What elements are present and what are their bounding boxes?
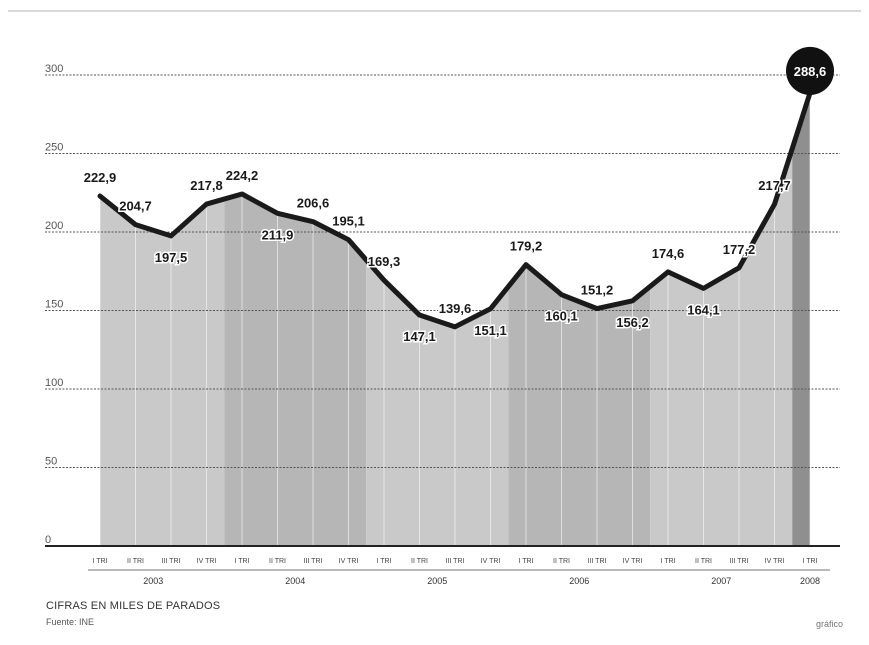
quarter-label: IV TRI: [339, 558, 359, 565]
y-tick-label: 300: [45, 63, 63, 75]
quarter-label: IV TRI: [481, 558, 501, 565]
y-tick-label: 150: [45, 299, 63, 311]
data-label: 160,1: [545, 309, 578, 324]
quarter-label: IV TRI: [623, 558, 643, 565]
data-label: 156,2: [616, 315, 649, 330]
y-tick-label: 200: [45, 220, 63, 232]
y-tick-label: 0: [45, 534, 51, 546]
year-label: 2005: [427, 576, 447, 586]
quarter-label: III TRI: [304, 558, 323, 565]
quarter-label: I TRI: [376, 558, 391, 565]
year-label: 2004: [285, 576, 305, 586]
data-label: 217,8: [190, 178, 223, 193]
data-label: 217,7: [758, 178, 791, 193]
quarter-label: II TRI: [127, 558, 144, 565]
quarter-label: IV TRI: [765, 558, 785, 565]
quarter-label: I TRI: [92, 558, 107, 565]
quarter-label: I TRI: [660, 558, 675, 565]
y-tick-label: 100: [45, 377, 63, 389]
data-label: 151,2: [581, 283, 614, 298]
data-label: 164,1: [687, 302, 720, 317]
quarter-label: II TRI: [695, 558, 712, 565]
unemployment-chart: 0 50 100 150 200 250 300 I TRI II TRI III TRI IV …: [45, 46, 840, 586]
source-note: Fuente: INE: [46, 617, 95, 627]
year-label: 2008: [800, 576, 820, 586]
data-label: 195,1: [332, 214, 365, 229]
quarter-label: II TRI: [411, 558, 428, 565]
year-label: 2007: [711, 576, 731, 586]
data-label: 288,6: [794, 64, 827, 79]
data-label: 204,7: [119, 199, 152, 214]
data-label: 169,3: [368, 254, 401, 269]
grid-lines: [45, 74, 840, 468]
data-label: 224,2: [226, 168, 259, 183]
data-label: 177,2: [723, 242, 756, 257]
quarter-label: III TRI: [588, 558, 607, 565]
data-label: 222,9: [84, 170, 117, 185]
series-line: [97, 90, 813, 330]
series-polyline: [97, 90, 813, 330]
data-label: 206,6: [297, 196, 330, 211]
year-label: 2006: [569, 576, 589, 586]
x-axis: I TRI II TRI III TRI IV TRI I TRI II TRI III T…: [45, 545, 840, 586]
quarter-label: III TRI: [730, 558, 749, 565]
area-fill: [99, 73, 811, 546]
data-label: 179,2: [510, 239, 543, 254]
data-label: 139,6: [439, 301, 472, 316]
chart-caption: CIFRAS EN MILES DE PARADOS: [46, 600, 221, 612]
data-label: 151,1: [474, 323, 507, 338]
year-label: 2003: [143, 576, 163, 586]
quarter-label: III TRI: [162, 558, 181, 565]
quarter-label: III TRI: [446, 558, 465, 565]
data-label: 147,1: [403, 329, 436, 344]
data-label: 211,9: [262, 227, 294, 242]
chart-frame: [8, 10, 861, 642]
y-tick-labels: 0 50 100 150 200 250 300: [45, 63, 63, 546]
data-label: 197,5: [155, 250, 188, 265]
area-mask: [100, 73, 810, 327]
quarter-label: II TRI: [553, 558, 570, 565]
quarter-label: IV TRI: [197, 558, 217, 565]
quarter-label: I TRI: [802, 558, 817, 565]
quarter-label: II TRI: [269, 558, 286, 565]
data-label: 174,6: [652, 246, 685, 261]
quarter-label: I TRI: [518, 558, 533, 565]
quarter-label: I TRI: [234, 558, 249, 565]
y-tick-label: 50: [45, 456, 57, 468]
y-tick-label: 250: [45, 142, 63, 154]
credit-label: gráfico: [815, 619, 843, 629]
highlight-circle: [786, 46, 834, 95]
